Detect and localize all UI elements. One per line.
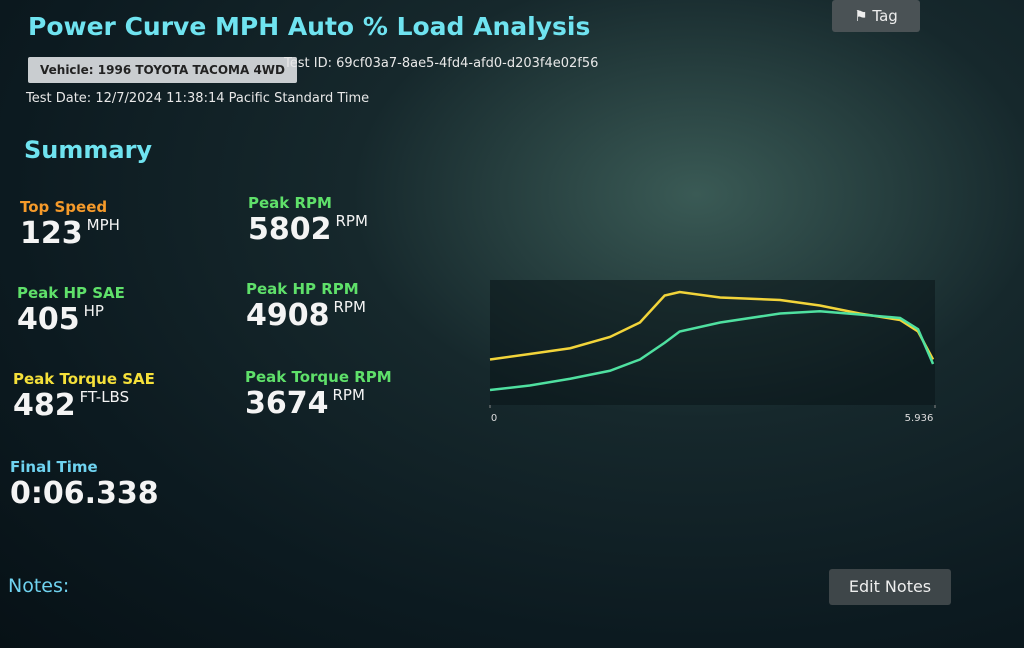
vehicle-badge: Vehicle: 1996 TOYOTA TACOMA 4WD [28, 57, 297, 83]
tag-button[interactable]: ⚑ Tag [832, 0, 920, 32]
notes-label: Notes: [8, 575, 70, 597]
metric-value: 123 [20, 216, 83, 251]
final-time: Final Time 0:06.338 [10, 458, 159, 511]
metric: Peak RPM 5802 RPM [248, 194, 368, 247]
tag-label: Tag [872, 7, 898, 25]
final-time-value: 0:06.338 [10, 476, 159, 511]
metric: Peak HP SAE 405 HP [17, 284, 125, 337]
series-line [489, 309, 935, 392]
metric-value: 3674 [245, 386, 329, 421]
edit-notes-button[interactable]: Edit Notes [829, 569, 951, 605]
final-time-label: Final Time [10, 458, 98, 476]
metric-value: 4908 [246, 298, 330, 333]
metric-unit: MPH [86, 216, 120, 234]
metric: Peak HP RPM 4908 RPM [246, 280, 366, 333]
metric-unit: HP [83, 302, 104, 320]
metric-label: Top Speed [20, 198, 108, 216]
x-tick-label: 5.936 [905, 413, 934, 424]
test-id: Test ID: 69cf03a7-8ae5-4fd4-afd0-d203f4e… [284, 56, 599, 71]
metric-label: Peak HP RPM [246, 280, 359, 298]
metric-value: 482 [13, 388, 76, 423]
x-tick-label: 0 [491, 413, 497, 424]
power-chart: 0 5.936 [489, 280, 936, 424]
page-title: Power Curve MPH Auto % Load Analysis [28, 12, 591, 41]
summary-heading: Summary [24, 136, 153, 164]
metric: Peak Torque RPM 3674 RPM [245, 368, 392, 421]
metric-unit: RPM [333, 298, 366, 316]
metric-unit: RPM [335, 212, 368, 230]
metric: Peak Torque SAE 482 FT-LBS [13, 370, 155, 423]
series-line [489, 290, 935, 361]
test-date: Test Date: 12/7/2024 11:38:14 Pacific St… [26, 91, 370, 106]
metric-value: 405 [17, 302, 80, 337]
metric-label: Peak Torque RPM [245, 368, 392, 386]
metric-value: 5802 [248, 212, 332, 247]
metric-unit: FT-LBS [79, 388, 130, 406]
metric-label: Peak HP SAE [17, 284, 125, 302]
metric-label: Peak RPM [248, 194, 332, 212]
chart-area [490, 280, 935, 405]
metric: Top Speed 123 MPH [20, 198, 120, 251]
metric-unit: RPM [332, 386, 365, 404]
metric-label: Peak Torque SAE [13, 370, 155, 388]
